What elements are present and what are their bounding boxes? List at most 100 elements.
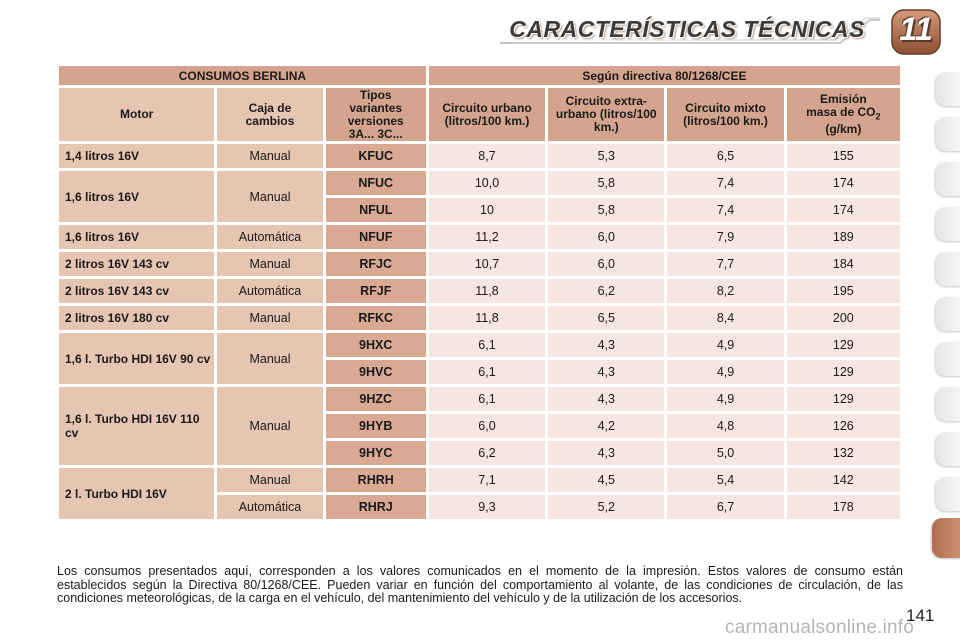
type-code-cell: 9HYC bbox=[325, 441, 426, 465]
consumption-table: CONSUMOS BERLINA Según directiva 80/1268… bbox=[56, 63, 903, 522]
type-code-cell: RFJC bbox=[325, 252, 426, 276]
mixed-value-cell: 7,4 bbox=[667, 171, 784, 195]
mixed-value-cell: 4,9 bbox=[667, 387, 784, 411]
footnote: Los consumos presentados aquí, correspon… bbox=[57, 564, 903, 605]
motor-cell: 1,6 l. Turbo HDI 16V 110 cv bbox=[59, 387, 215, 465]
column-header-gearbox: Caja de cambios bbox=[217, 88, 323, 141]
column-header-urban-text: Circuito urbano (litros/100 km.) bbox=[442, 100, 532, 128]
gearbox-cell: Manual bbox=[217, 306, 323, 330]
section-tab[interactable] bbox=[936, 387, 960, 421]
section-label: CONSUMOS BERLINA bbox=[59, 66, 426, 85]
urban-value-cell: 6,2 bbox=[428, 441, 546, 465]
section-tab[interactable] bbox=[936, 342, 960, 376]
gearbox-cell: Manual bbox=[217, 171, 323, 222]
page-header: CARACTERÍSTICAS TÉCNICAS 11 bbox=[0, 0, 960, 62]
motor-cell: 1,6 litros 16V bbox=[59, 225, 215, 249]
table-row: 2 litros 16V 180 cv Manual RFKC 11,8 6,5 8,4 2… bbox=[59, 306, 900, 330]
type-code-cell: RFJF bbox=[325, 279, 426, 303]
gearbox-cell: Automática bbox=[217, 495, 323, 519]
type-code-cell: RHRH bbox=[325, 468, 426, 492]
table-row: 1,6 l. Turbo HDI 16V 90 cv Manual 9HXC 6,1 4… bbox=[59, 333, 900, 384]
section-tabs bbox=[918, 62, 960, 640]
co2-subscript: 2 bbox=[875, 111, 881, 122]
co2-value-cell: 189 bbox=[786, 225, 900, 249]
section-tab[interactable] bbox=[936, 72, 960, 106]
gearbox-cell: Manual bbox=[217, 468, 323, 492]
table-row: 1,6 litros 16V Manual NFUC 10,0 5,8 7,4 174 bbox=[59, 171, 900, 222]
gearbox-cell: Manual bbox=[217, 333, 323, 384]
urban-value-cell: 10,0 bbox=[428, 171, 546, 195]
urban-value-cell: 6,1 bbox=[428, 333, 546, 357]
section-tab[interactable] bbox=[936, 117, 960, 151]
mixed-value-cell: 4,9 bbox=[667, 360, 784, 384]
extra-urban-value-cell: 4,3 bbox=[548, 333, 665, 357]
table-row: 1,6 litros 16V Automática NFUF 11,2 6,0 7,9 18… bbox=[59, 225, 900, 249]
column-header-motor: Motor bbox=[59, 88, 215, 141]
column-header-extra-urban-text: Circuito extra-urbano (litros/100 km.) bbox=[555, 94, 657, 134]
extra-urban-value-cell: 4,3 bbox=[548, 360, 665, 384]
mixed-value-cell: 4,9 bbox=[667, 333, 784, 357]
motor-cell: 2 l. Turbo HDI 16V bbox=[59, 468, 215, 519]
type-code-cell: RHRJ bbox=[325, 495, 426, 519]
co2-value-cell: 174 bbox=[786, 171, 900, 195]
page-number: 141 bbox=[906, 606, 935, 625]
mixed-value-cell: 6,5 bbox=[667, 144, 784, 168]
urban-value-cell: 10,7 bbox=[428, 252, 546, 276]
column-header-gearbox-text: Caja de cambios bbox=[245, 100, 295, 128]
gearbox-cell: Manual bbox=[217, 252, 323, 276]
type-code-cell: 9HYB bbox=[325, 414, 426, 438]
extra-urban-value-cell: 5,8 bbox=[548, 171, 665, 195]
co2-value-cell: 126 bbox=[786, 414, 900, 438]
section-tab-active[interactable] bbox=[932, 518, 960, 558]
section-tab[interactable] bbox=[936, 477, 960, 511]
chapter-badge-icon bbox=[891, 9, 941, 55]
urban-value-cell: 7,1 bbox=[428, 468, 546, 492]
urban-value-cell: 8,7 bbox=[428, 144, 546, 168]
urban-value-cell: 11,8 bbox=[428, 279, 546, 303]
extra-urban-value-cell: 4,3 bbox=[548, 387, 665, 411]
chapter-number: 11 bbox=[899, 11, 933, 47]
mixed-value-cell: 7,9 bbox=[667, 225, 784, 249]
section-tab[interactable] bbox=[936, 207, 960, 241]
column-header-urban: Circuito urbano (litros/100 km.) bbox=[428, 88, 546, 141]
table-row: 9HYC 6,2 4,3 5,0 132 bbox=[59, 441, 900, 465]
table-body: 1,4 litros 16V Manual KFUC 8,7 5,3 6,5 155 1,6 … bbox=[59, 144, 900, 519]
urban-value-cell: 6,1 bbox=[428, 360, 546, 384]
section-tab[interactable] bbox=[936, 432, 960, 466]
type-code-cell: NFUL bbox=[325, 198, 426, 222]
extra-urban-value-cell: 5,2 bbox=[548, 495, 665, 519]
section-tab[interactable] bbox=[936, 162, 960, 196]
motor-cell: 2 litros 16V 143 cv bbox=[59, 252, 215, 276]
motor-cell: 2 litros 16V 180 cv bbox=[59, 306, 215, 330]
table-row: 2 l. Turbo HDI 16V Manual RHRH 7,1 4,5 5,4 142 bbox=[59, 468, 900, 519]
urban-value-cell: 9,3 bbox=[428, 495, 546, 519]
extra-urban-value-cell: 4,3 bbox=[548, 441, 665, 465]
watermark: carmanualsonline.info bbox=[725, 617, 915, 638]
column-header-mixed: Circuito mixto (litros/100 km.) bbox=[667, 88, 784, 141]
extra-urban-value-cell: 4,5 bbox=[548, 468, 665, 492]
co2-value-cell: 155 bbox=[786, 144, 900, 168]
section-tab[interactable] bbox=[936, 297, 960, 331]
mixed-value-cell: 4,8 bbox=[667, 414, 784, 438]
urban-value-cell: 11,8 bbox=[428, 306, 546, 330]
co2-value-cell: 129 bbox=[786, 387, 900, 411]
mixed-value-cell: 5,4 bbox=[667, 468, 784, 492]
column-header-co2: Emisión masa de CO2 (g/km) bbox=[786, 88, 900, 141]
column-header-types: Tipos variantes versiones 3A... 3C... bbox=[325, 88, 426, 141]
gearbox-cell: Manual bbox=[217, 144, 323, 168]
section-tab[interactable] bbox=[936, 252, 960, 286]
column-header-extra-urban: Circuito extra-urbano (litros/100 km.) bbox=[548, 88, 665, 141]
co2-value-cell: 129 bbox=[786, 360, 900, 384]
directive-label: Según directiva 80/1268/CEE bbox=[428, 66, 900, 85]
co2-value-cell: 132 bbox=[786, 441, 900, 465]
type-code-cell: 9HVC bbox=[325, 360, 426, 384]
extra-urban-value-cell: 5,3 bbox=[548, 144, 665, 168]
table-row: 2 litros 16V 143 cv Manual RFJC 10,7 6,0 7,7 1… bbox=[59, 252, 900, 276]
motor-cell: 1,6 litros 16V bbox=[59, 171, 215, 222]
table-row: Automática RHRJ 9,3 5,2 6,7 178 bbox=[59, 495, 900, 519]
mixed-value-cell: 6,7 bbox=[667, 495, 784, 519]
column-header-co2-text: Emisión masa de CO2 (g/km) bbox=[803, 92, 883, 137]
co2-suffix: (g/km) bbox=[825, 122, 862, 137]
motor-cell: 1,6 l. Turbo HDI 16V 90 cv bbox=[59, 333, 215, 384]
mixed-value-cell: 8,4 bbox=[667, 306, 784, 330]
